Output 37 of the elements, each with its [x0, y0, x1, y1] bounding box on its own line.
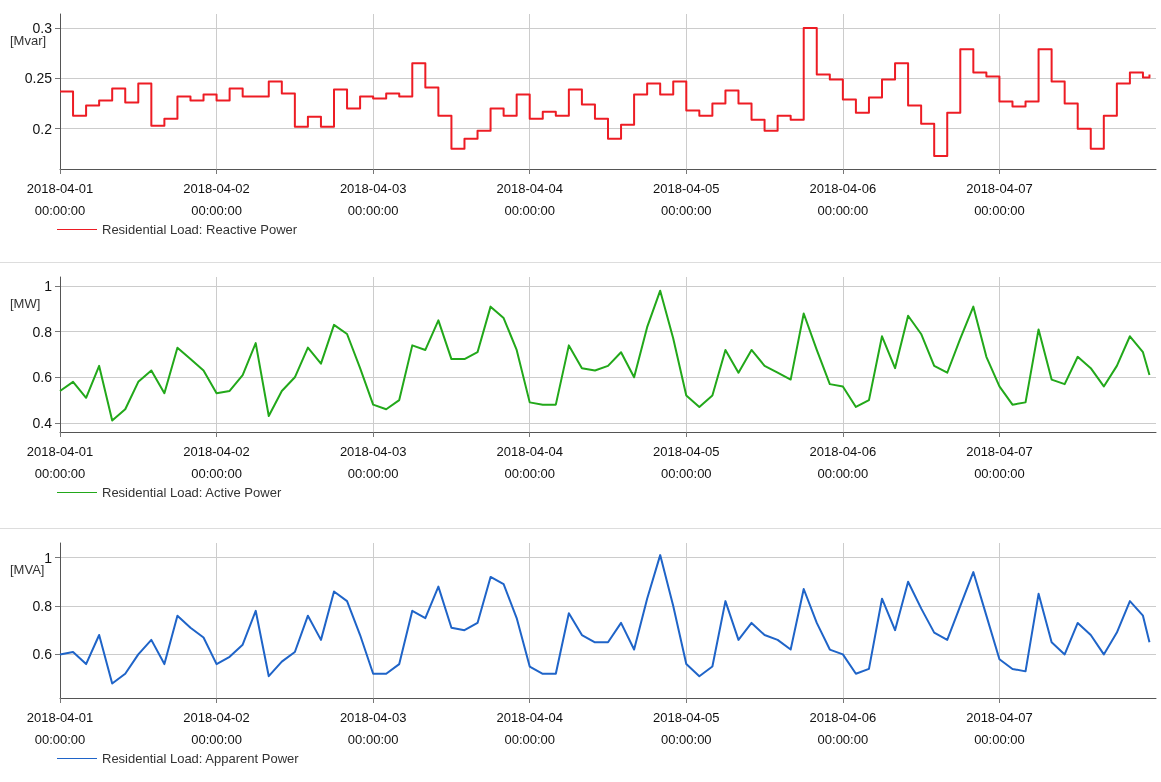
y-tick-label: 0.25: [24, 70, 53, 87]
legend-label: Residential Load: Reactive Power: [102, 222, 298, 237]
x-tick-label: 2018-04-03 00:00:00: [339, 709, 407, 747]
x-tick-label: 2018-04-06 00:00:00: [809, 180, 877, 218]
x-tick-label: 2018-04-05 00:00:00: [653, 443, 720, 481]
line-series: [59, 554, 1151, 685]
y-tick-label: 1: [44, 278, 53, 295]
y-axis-title: [MW]: [10, 296, 41, 311]
x-tick-label: 2018-04-05 00:00:00: [653, 180, 720, 218]
x-tick-label: 2018-04-06 00:00:00: [809, 709, 877, 747]
x-tick-label: 2018-04-03 00:00:00: [339, 180, 407, 218]
x-tick-label: 2018-04-07 00:00:00: [966, 709, 1033, 747]
x-tick-label: 2018-04-04 00:00:00: [496, 443, 563, 481]
y-tick-label: 0.6: [32, 369, 53, 386]
y-tick-label: 0.4: [32, 414, 53, 431]
x-tick-label: 2018-04-01 00:00:00: [26, 180, 94, 218]
legend-label: Residential Load: Apparent Power: [102, 751, 300, 766]
y-tick-label: 0.8: [32, 323, 53, 340]
x-tick-label: 2018-04-07 00:00:00: [966, 443, 1033, 481]
y-tick-label: 1: [44, 549, 53, 566]
y-tick-label: 0.6: [32, 646, 53, 663]
legend-label: Residential Load: Active Power: [102, 485, 282, 500]
line-series: [59, 289, 1151, 422]
x-tick-label: 2018-04-07 00:00:00: [966, 180, 1033, 218]
x-tick-label: 2018-04-06 00:00:00: [809, 443, 877, 481]
x-tick-label: 2018-04-02 00:00:00: [183, 180, 250, 218]
x-tick-label: 2018-04-04 00:00:00: [496, 180, 563, 218]
y-axis-title: [MVA]: [10, 562, 45, 577]
x-tick-label: 2018-04-02 00:00:00: [183, 443, 250, 481]
x-tick-label: 2018-04-01 00:00:00: [26, 709, 94, 747]
x-tick-label: 2018-04-03 00:00:00: [339, 443, 407, 481]
x-tick-label: 2018-04-01 00:00:00: [26, 443, 94, 481]
y-tick-label: 0.2: [32, 120, 53, 137]
y-tick-label: 0.8: [32, 597, 53, 614]
x-tick-label: 2018-04-05 00:00:00: [653, 709, 720, 747]
x-tick-label: 2018-04-02 00:00:00: [183, 709, 250, 747]
x-tick-label: 2018-04-04 00:00:00: [496, 709, 563, 747]
